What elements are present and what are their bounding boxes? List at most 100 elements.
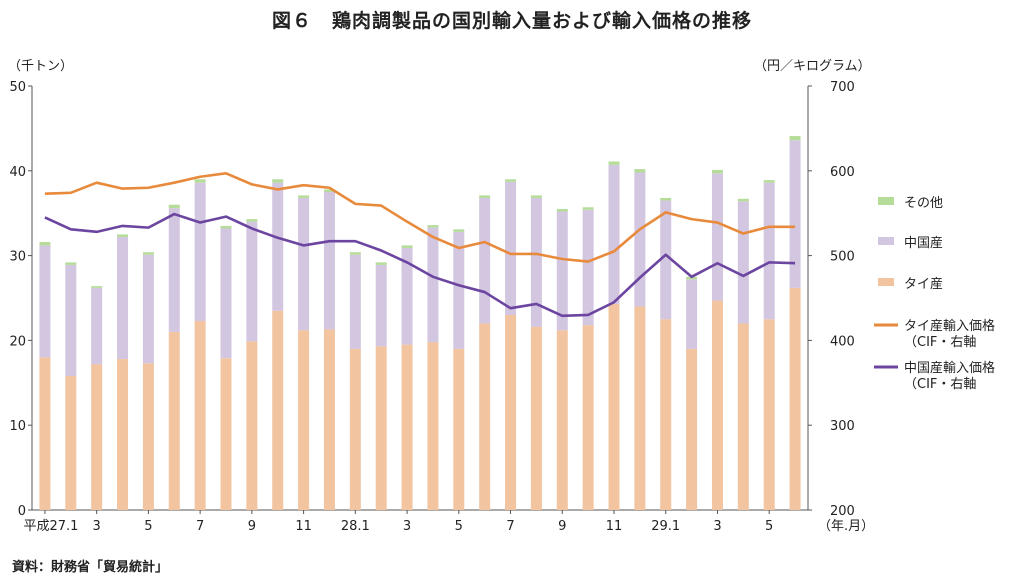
bar-segment — [246, 341, 258, 510]
bar-segment — [91, 287, 103, 365]
china-price-line — [44, 212, 796, 318]
bar-segment — [660, 200, 672, 320]
x-axis-unit: （年.月） — [818, 519, 874, 534]
bar-segment — [789, 287, 801, 510]
bar-segment — [737, 323, 749, 510]
bar-segment — [453, 348, 465, 510]
left-axis-unit: （千トン） — [8, 59, 74, 74]
bar-segment — [737, 201, 749, 324]
bar-segment — [194, 182, 206, 321]
bar-segment — [39, 357, 51, 510]
x-tick-label: 3 — [403, 519, 411, 534]
bar-segment — [220, 358, 232, 510]
x-tick-label: 11 — [606, 519, 623, 534]
bar-segment — [582, 325, 594, 510]
x-tick-label: 平成27.1 — [23, 519, 78, 534]
bar-segment — [117, 234, 129, 237]
bar-segment — [323, 329, 335, 510]
legend-swatch — [878, 278, 894, 286]
bar-segment — [505, 314, 517, 510]
bar-segment — [65, 262, 77, 265]
bar-segment — [220, 225, 232, 229]
bar-segment — [686, 279, 698, 349]
bar-segment — [789, 136, 801, 141]
bar-segment — [505, 179, 517, 182]
bar-segment — [323, 192, 335, 330]
bar-segment — [375, 346, 387, 510]
bar-segment — [168, 204, 180, 209]
x-tick-label: 11 — [295, 519, 312, 534]
bar-segment — [711, 169, 723, 174]
bar-segment — [479, 195, 491, 198]
bar-segment — [298, 195, 310, 198]
bar-segment — [634, 172, 646, 307]
left-tick-label: 0 — [18, 504, 26, 519]
bar-segment — [556, 211, 568, 331]
bar-segment — [375, 262, 387, 265]
bar-segment — [479, 323, 491, 510]
thai-price-line — [44, 172, 796, 263]
x-tick-label: 29.1 — [651, 519, 680, 534]
right-tick-label: 200 — [830, 504, 855, 519]
legend-label: 中国産輸入価格 — [904, 360, 995, 376]
bar-segment — [194, 179, 206, 183]
right-axis-unit: （円／キログラム） — [754, 59, 871, 74]
legend-label-sub: （CIF・右軸 — [904, 377, 976, 392]
bar-segment — [298, 330, 310, 510]
bar-segment — [427, 225, 439, 228]
bar-segment — [323, 189, 335, 192]
bar-segment — [556, 330, 568, 510]
left-tick-label: 50 — [9, 80, 26, 95]
bar-segment — [401, 245, 413, 248]
right-tick-label: 300 — [830, 419, 855, 434]
x-tick-label: 5 — [455, 519, 463, 534]
bar-segment — [789, 140, 801, 288]
bar-segment — [660, 319, 672, 510]
bar-segment — [375, 264, 387, 347]
bar-segment — [65, 376, 77, 510]
bar-segment — [349, 252, 361, 255]
bar-segment — [763, 182, 775, 320]
bar-segment — [142, 363, 154, 510]
left-tick-label: 10 — [9, 419, 26, 434]
bar-segment — [582, 207, 594, 210]
bar-segment — [401, 344, 413, 510]
legend-label: タイ産 — [904, 276, 943, 292]
bar-segment — [246, 219, 258, 222]
x-tick-label: 7 — [506, 519, 514, 534]
bar-segment — [608, 303, 620, 510]
bar-segment — [634, 169, 646, 173]
bar-segment — [65, 264, 77, 377]
legend-label-sub: （CIF・右軸 — [904, 335, 976, 350]
bar-segment — [117, 359, 129, 510]
bar-segment — [530, 326, 542, 510]
bar-segment — [737, 198, 749, 202]
x-tick-label: 3 — [713, 519, 721, 534]
bar-segment — [168, 208, 180, 332]
bar-segment — [530, 197, 542, 327]
bar-segment — [142, 252, 154, 255]
bar-segment — [117, 236, 129, 360]
bar-segment — [686, 348, 698, 510]
right-tick-label: 500 — [830, 250, 855, 265]
legend-label: 中国産 — [904, 235, 943, 251]
bar-segment — [298, 197, 310, 331]
bar-segment — [763, 180, 775, 183]
x-tick-label: 9 — [248, 519, 256, 534]
bar-segment — [349, 348, 361, 510]
bar-segment — [91, 364, 103, 510]
right-tick-label: 600 — [830, 165, 855, 180]
bar-segment — [39, 245, 51, 358]
chart-title: 図６ 鶏肉調製品の国別輸入量および輸入価格の推移 — [271, 10, 752, 32]
bar-segment — [608, 161, 620, 165]
bar-segment — [479, 197, 491, 324]
right-tick-label: 400 — [830, 334, 855, 349]
x-tick-label: 9 — [558, 519, 566, 534]
bar-segment — [608, 164, 620, 304]
legend-label: タイ産輸入価格 — [904, 318, 995, 334]
bar-segment — [246, 221, 258, 342]
right-tick-label: 700 — [830, 80, 855, 95]
legend-swatch — [878, 197, 894, 205]
bar-segment — [505, 181, 517, 315]
source-note: 資料：財務省「貿易統計」 — [12, 560, 169, 575]
